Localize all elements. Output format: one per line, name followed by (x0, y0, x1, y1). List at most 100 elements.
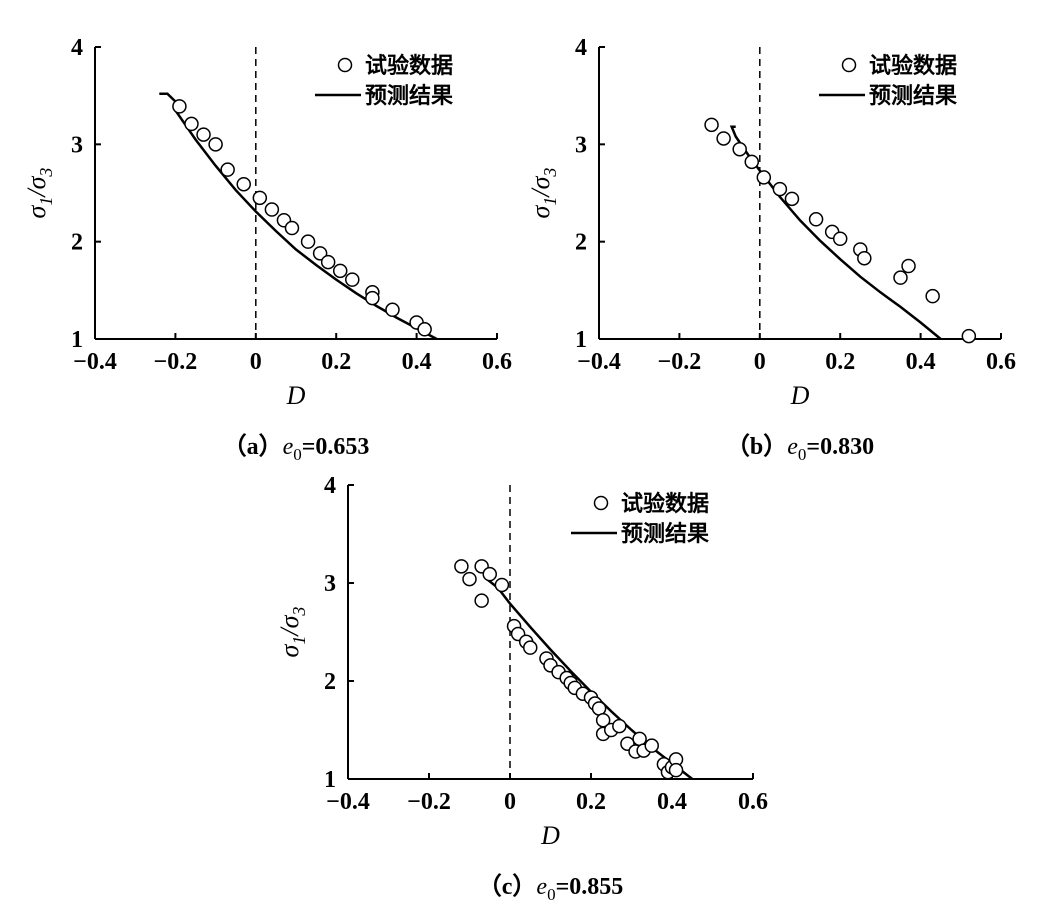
caption-value: =0.830 (806, 434, 874, 460)
x-axis-title: D (790, 381, 810, 410)
legend-marker-scatter (841, 57, 857, 73)
x-tick-label: 0.6 (986, 349, 1016, 375)
x-tick-label: 0.2 (825, 349, 855, 375)
data-point (208, 137, 223, 152)
legend-label-line: 预测结果 (365, 83, 453, 109)
prediction-line (484, 577, 694, 780)
y-title-sub3: 3 (36, 168, 56, 178)
data-point (332, 263, 348, 279)
y-tick-label: 1 (324, 767, 336, 793)
x-tick-label: 0 (754, 349, 766, 375)
y-axis-title: σ1/σ3 (526, 168, 560, 219)
y-title-slash: / (22, 187, 51, 199)
y-title-sub1: 1 (289, 636, 309, 645)
x-tick-label: 0.2 (321, 349, 351, 375)
x-tick-label: −0.4 (577, 349, 621, 375)
data-point (220, 162, 235, 177)
data-point (365, 290, 380, 306)
data-point (832, 231, 848, 246)
caption-symbol: e (283, 434, 294, 460)
data-point (744, 154, 760, 170)
data-point (732, 141, 747, 157)
data-point (312, 246, 328, 261)
data-point (644, 738, 659, 753)
caption-sub: 0 (798, 445, 807, 464)
legend-label-scatter: 试验数据 (365, 53, 453, 79)
caption-prefix: （c） (478, 873, 537, 900)
data-point (462, 571, 477, 587)
y-title-sigma: σ (526, 175, 555, 189)
x-tick-label: 0.4 (657, 789, 687, 815)
y-title-sigma: σ (275, 643, 304, 657)
x-axis-title: D (540, 821, 560, 850)
y-tick-label: 4 (71, 35, 83, 61)
y-title-sub1: 1 (36, 197, 56, 206)
legend-label-line: 预测结果 (621, 521, 709, 547)
data-point (196, 127, 211, 142)
caption-prefix: （b） (726, 433, 787, 460)
prediction-line (729, 125, 942, 340)
data-point (284, 220, 300, 236)
y-tick-label: 4 (575, 35, 587, 61)
data-point (784, 191, 800, 207)
x-axis-title: D (286, 381, 306, 410)
data-point (252, 190, 268, 206)
data-point (523, 640, 538, 655)
data-point (320, 254, 336, 270)
y-tick-label: 1 (575, 327, 587, 353)
caption-symbol: e (536, 874, 547, 900)
data-point (264, 202, 280, 217)
data-point (704, 117, 719, 133)
caption-value: =0.653 (302, 434, 370, 460)
y-title-sub3: 3 (289, 607, 309, 617)
y-title-slash: / (526, 187, 555, 199)
data-point (961, 328, 977, 344)
caption-symbol: e (787, 434, 798, 460)
data-point (925, 288, 940, 304)
data-point (172, 99, 187, 114)
data-point (772, 181, 788, 197)
x-tick-label: −0.2 (407, 789, 451, 815)
data-point (716, 131, 731, 146)
data-point (474, 593, 489, 608)
y-tick-label: 2 (71, 230, 83, 256)
x-tick-label: 0.6 (738, 789, 768, 815)
data-point (345, 272, 360, 287)
legend-marker-scatter (593, 495, 609, 511)
legend-label-line: 预测结果 (869, 83, 957, 109)
data-point (756, 170, 772, 185)
y-title-sigma: σ (275, 614, 304, 628)
y-tick-label: 3 (324, 571, 336, 597)
y-tick-label: 2 (575, 230, 587, 256)
data-point (901, 258, 916, 274)
y-title-sigma: σ (22, 175, 51, 189)
x-tick-label: 0.2 (576, 789, 606, 815)
panel-caption: （b）e0=0.830 (726, 433, 874, 464)
caption-sub: 0 (547, 885, 556, 904)
x-tick-label: 0.6 (482, 349, 512, 375)
caption-value: =0.855 (556, 874, 624, 900)
data-point (184, 116, 199, 132)
legend-label-scatter: 试验数据 (869, 53, 957, 79)
y-title-sigma: σ (526, 204, 555, 218)
x-tick-label: 0.4 (906, 349, 936, 375)
data-point (417, 322, 432, 337)
y-axis-title: σ1/σ3 (275, 607, 309, 658)
y-tick-label: 3 (575, 132, 587, 158)
legend-marker-scatter (337, 57, 353, 73)
x-tick-label: −0.2 (154, 349, 198, 375)
x-tick-label: 0 (250, 349, 262, 375)
y-tick-label: 2 (324, 669, 336, 695)
y-title-sub3: 3 (540, 168, 560, 178)
legend-label-scatter: 试验数据 (621, 491, 709, 517)
x-tick-label: −0.2 (658, 349, 702, 375)
panel-caption: （c）e0=0.855 (478, 873, 624, 904)
x-tick-label: 0.4 (402, 349, 432, 375)
data-point (236, 176, 251, 192)
y-title-slash: / (275, 626, 304, 638)
caption-sub: 0 (293, 445, 302, 464)
